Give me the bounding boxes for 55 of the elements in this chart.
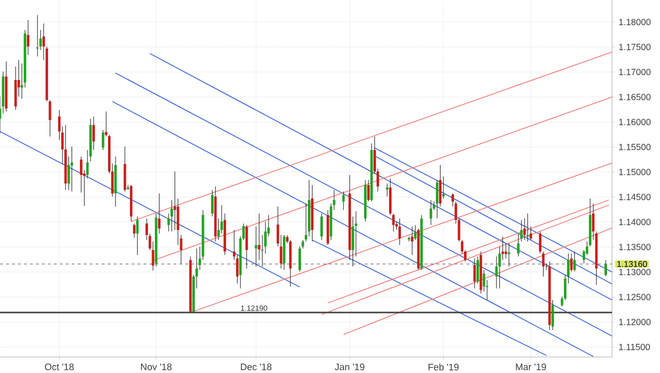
y-tick-label: 1.16000 — [619, 118, 651, 126]
candlestick — [342, 191, 345, 210]
y-tick-label: 1.18000 — [619, 18, 651, 26]
candlestick — [526, 213, 529, 242]
y-tick-label: 1.12500 — [619, 294, 651, 300]
candlestick — [320, 213, 323, 240]
candlestick — [482, 270, 486, 292]
y-tick-label: 1.14000 — [619, 218, 651, 226]
candlestick — [410, 226, 414, 256]
candlestick — [495, 256, 498, 289]
candlestick — [48, 100, 52, 137]
candlestick — [392, 213, 395, 232]
candlestick — [408, 236, 410, 242]
y-tick-label: 1.15500 — [619, 144, 651, 150]
candlestick — [386, 183, 388, 197]
candlestick — [436, 180, 438, 219]
x-tick-label: Oct '18 — [44, 364, 74, 370]
candlestick — [254, 226, 258, 267]
y-tick-label: 1.14500 — [619, 194, 651, 200]
candlestick — [133, 223, 136, 238]
candlestick — [538, 231, 542, 254]
candlestick — [508, 243, 510, 267]
y-tick-label: 1.15000 — [619, 168, 651, 176]
candlestick — [36, 14, 39, 57]
candlestick — [174, 171, 176, 230]
y-tick-label: 1.12000 — [619, 318, 651, 326]
x-tick-label: Jan '19 — [334, 364, 364, 370]
x-tick-label: Mar '19 — [516, 364, 546, 370]
candlestick — [245, 224, 248, 269]
candlestick — [398, 218, 401, 246]
candlestick — [136, 216, 139, 256]
y-tick-label: 1.17000 — [619, 68, 651, 76]
candlestick — [126, 184, 130, 190]
candlestick — [430, 200, 432, 226]
y-tick-label: 1.17500 — [619, 44, 651, 50]
candlestick — [92, 116, 95, 150]
x-tick-label: Dec '18 — [240, 364, 272, 370]
candlestick — [604, 260, 608, 277]
ref-line-label: 1.13160 — [617, 261, 647, 267]
y-tick-label: 1.11500 — [619, 344, 650, 350]
candlestick — [573, 251, 576, 272]
candlestick — [473, 258, 476, 289]
y-tick-label: 1.13500 — [619, 244, 651, 250]
candlestick — [517, 233, 520, 257]
x-tick-label: Nov '18 — [141, 364, 172, 370]
x-tick-label: Feb '19 — [428, 364, 459, 370]
y-tick-label: 1.16500 — [619, 94, 651, 100]
y-tick-label: 1.13000 — [619, 268, 651, 276]
candlestick — [442, 176, 445, 199]
candlestick — [70, 146, 74, 192]
candlestick — [26, 20, 30, 56]
candlestick — [158, 193, 160, 234]
candlestick — [367, 180, 370, 202]
candlestick — [298, 246, 302, 272]
candlestick — [542, 251, 545, 277]
